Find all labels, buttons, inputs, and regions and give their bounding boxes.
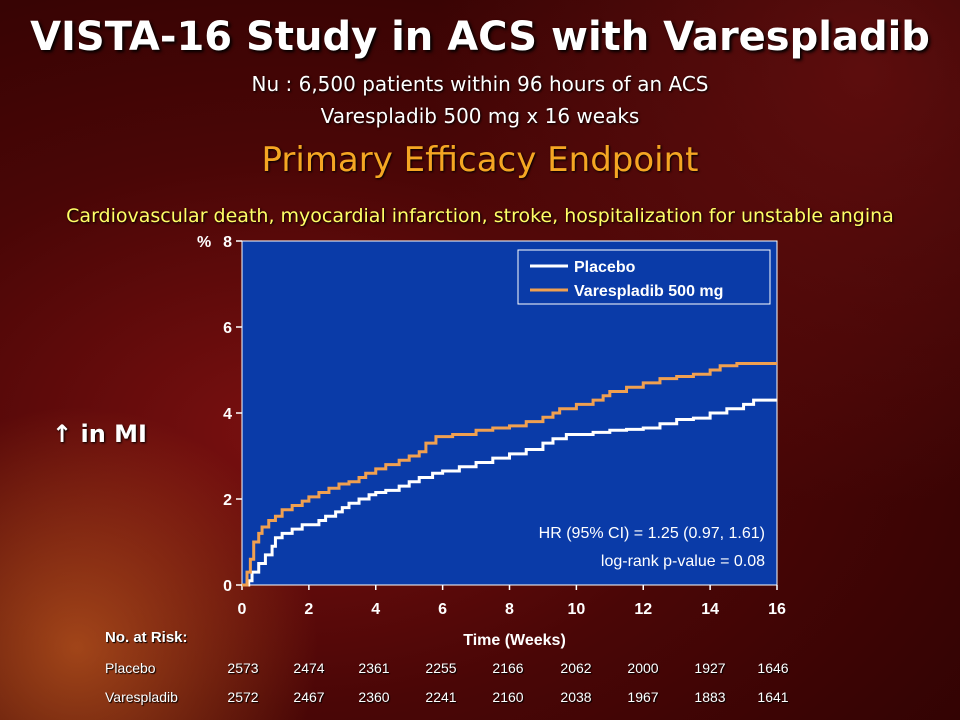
y-tick-label: 0 [223,578,232,595]
mi-increase-note: ↑ in MI [52,420,147,448]
stats-annotation: log-rank p-value = 0.08 [601,553,765,570]
risk-cell: 2166 [492,660,524,676]
y-axis-label: % [197,234,211,251]
y-tick-label: 2 [223,492,232,509]
risk-cell: 2467 [293,689,325,705]
risk-cell: 1646 [757,660,789,676]
risk-cell: 2255 [425,660,457,676]
legend-label: Placebo [574,259,636,276]
composite-definition: Cardiovascular death, myocardial infarct… [66,205,894,227]
risk-cell: 1641 [757,689,789,705]
x-tick-label: 12 [634,601,652,618]
stats-annotation: HR (95% CI) = 1.25 (0.97, 1.61) [539,525,765,542]
legend-label: Varespladib 500 mg [574,283,723,300]
x-tick-label: 14 [701,601,719,618]
x-tick-label: 16 [768,601,786,618]
risk-cell: 2000 [627,660,659,676]
risk-cell: 2038 [560,689,592,705]
risk-cell: 2361 [358,660,390,676]
x-tick-label: 8 [505,601,514,618]
slide-title: VISTA-16 Study in ACS with Varespladib [30,14,930,60]
y-tick-label: 6 [223,320,232,337]
y-tick-label: 8 [223,234,232,251]
risk-table-header: No. at Risk: [105,629,188,646]
risk-cell: 2160 [492,689,524,705]
risk-row-label: Placebo [105,660,156,676]
risk-cell: 1927 [694,660,726,676]
slide-subtitle-dosing: Varespladib 500 mg x 16 weaks [320,104,640,128]
risk-row-label: Varespladib [105,689,178,705]
risk-cell: 2062 [560,660,592,676]
series-line-placebo [242,398,777,587]
risk-cell: 2360 [358,689,390,705]
series-line-varespladib [242,362,777,587]
risk-cell: 2241 [425,689,457,705]
risk-cell: 2573 [227,660,259,676]
slide-subtitle-population: Nu : 6,500 patients within 96 hours of a… [251,72,709,96]
risk-cell: 2474 [293,660,325,676]
risk-cell: 2572 [227,689,259,705]
x-tick-label: 10 [567,601,585,618]
x-axis-label: Time (Weeks) [463,632,566,649]
y-tick-label: 4 [223,406,232,423]
endpoint-heading: Primary Efficacy Endpoint [261,140,699,180]
x-tick-label: 4 [371,601,380,618]
x-tick-label: 2 [304,601,313,618]
x-tick-label: 6 [438,601,447,618]
legend-box [517,249,771,305]
risk-cell: 1967 [627,689,659,705]
x-tick-label: 0 [238,601,247,618]
risk-cell: 1883 [694,689,726,705]
